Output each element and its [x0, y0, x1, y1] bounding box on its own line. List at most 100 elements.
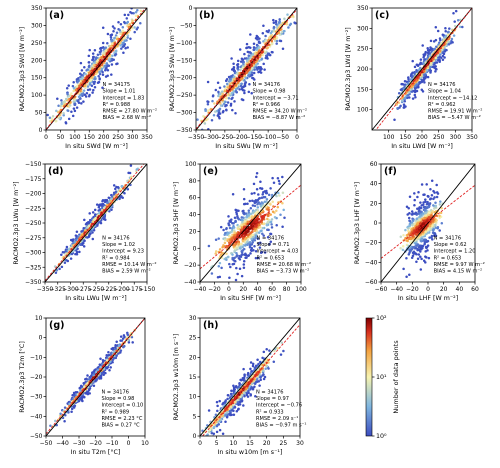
data-point	[71, 84, 75, 88]
y-tick-label: 150	[31, 75, 43, 82]
data-point	[237, 217, 241, 221]
data-point	[114, 34, 118, 37]
data-point	[431, 238, 434, 241]
data-point	[286, 13, 289, 16]
data-point	[58, 267, 61, 271]
data-point	[258, 49, 261, 52]
data-point	[236, 233, 240, 236]
data-point	[424, 261, 427, 264]
data-point	[432, 65, 435, 68]
data-point	[272, 25, 276, 29]
data-point	[255, 175, 258, 179]
data-point	[230, 218, 233, 221]
data-point	[428, 211, 431, 215]
data-point	[277, 31, 280, 35]
data-point	[99, 58, 102, 62]
data-point	[115, 31, 119, 35]
data-point	[429, 63, 432, 66]
regression-line	[46, 8, 147, 130]
x-tick-label: −40	[56, 440, 69, 447]
data-point	[218, 86, 222, 90]
data-point	[216, 100, 219, 103]
stat-line: Intercept = −3.71	[253, 95, 299, 101]
data-point	[79, 89, 82, 92]
data-point	[231, 253, 234, 256]
data-point	[101, 86, 104, 89]
y-tick-label: −300	[25, 250, 42, 257]
x-tick-label: −20	[208, 286, 221, 293]
data-point	[418, 206, 421, 209]
data-point	[88, 79, 92, 83]
data-point	[269, 213, 272, 216]
data-point	[434, 65, 437, 68]
data-point	[90, 374, 93, 377]
x-tick-label: −20	[89, 440, 102, 447]
data-point	[248, 66, 252, 69]
x-tick-label: −225	[101, 286, 118, 293]
data-point	[207, 127, 210, 130]
data-point	[407, 79, 411, 83]
data-point	[82, 226, 85, 230]
x-tick-label: 0	[127, 440, 131, 447]
panel-letter: (d)	[48, 166, 63, 177]
y-tick-label: 100	[31, 92, 43, 99]
x-ticks: −350−325−300−275−250−225−200−175−150	[37, 282, 155, 293]
data-point	[63, 406, 67, 409]
data-point	[88, 83, 92, 86]
data-point	[218, 92, 222, 96]
data-point	[253, 244, 256, 248]
data-point	[426, 249, 429, 252]
x-tick-label: −40	[194, 286, 207, 293]
data-point	[127, 13, 130, 17]
data-point	[225, 258, 228, 261]
data-point	[84, 95, 88, 98]
data-point	[219, 253, 223, 256]
data-point	[272, 21, 276, 25]
data-point	[275, 26, 278, 29]
y-tick-label: −20	[365, 240, 378, 247]
data-point	[85, 91, 89, 95]
data-point	[413, 204, 416, 207]
data-point	[243, 74, 246, 78]
y-tick-label: −200	[25, 191, 42, 198]
data-point	[229, 102, 233, 106]
data-point	[80, 69, 84, 72]
data-point	[48, 116, 52, 119]
data-point	[129, 37, 132, 41]
data-point	[267, 29, 271, 32]
data-point	[219, 104, 223, 107]
data-point	[254, 224, 258, 228]
data-point	[250, 246, 254, 250]
data-point	[96, 224, 99, 227]
data-point	[223, 236, 227, 240]
y-ticks: −350−300−250−200−150−100−500	[176, 5, 196, 134]
data-point	[85, 391, 89, 394]
data-point	[418, 66, 422, 70]
data-point	[416, 248, 419, 252]
data-point	[426, 51, 430, 54]
data-point	[244, 231, 248, 234]
data-point	[107, 350, 110, 354]
data-point	[99, 357, 102, 360]
data-point	[110, 73, 113, 76]
data-point	[405, 239, 408, 242]
data-point	[233, 256, 236, 260]
one-to-one-line	[372, 8, 472, 130]
stat-line: Intercept = 0.10	[101, 403, 143, 409]
stat-line: R² = 0.966	[253, 102, 281, 108]
data-point	[399, 235, 403, 239]
data-point	[269, 187, 272, 190]
regression-line	[200, 184, 301, 270]
data-point	[225, 252, 228, 256]
data-point	[288, 23, 292, 27]
data-point	[99, 377, 103, 380]
data-point	[410, 90, 414, 93]
x-ticks: 0 50 100 150 200 250 300 350	[44, 130, 153, 141]
data-point	[70, 410, 73, 413]
data-point	[88, 392, 91, 395]
data-point	[223, 90, 227, 93]
data-point	[258, 225, 262, 229]
regression-line	[196, 9, 297, 130]
y-tick-label: 60	[370, 161, 378, 168]
data-point	[291, 14, 295, 18]
